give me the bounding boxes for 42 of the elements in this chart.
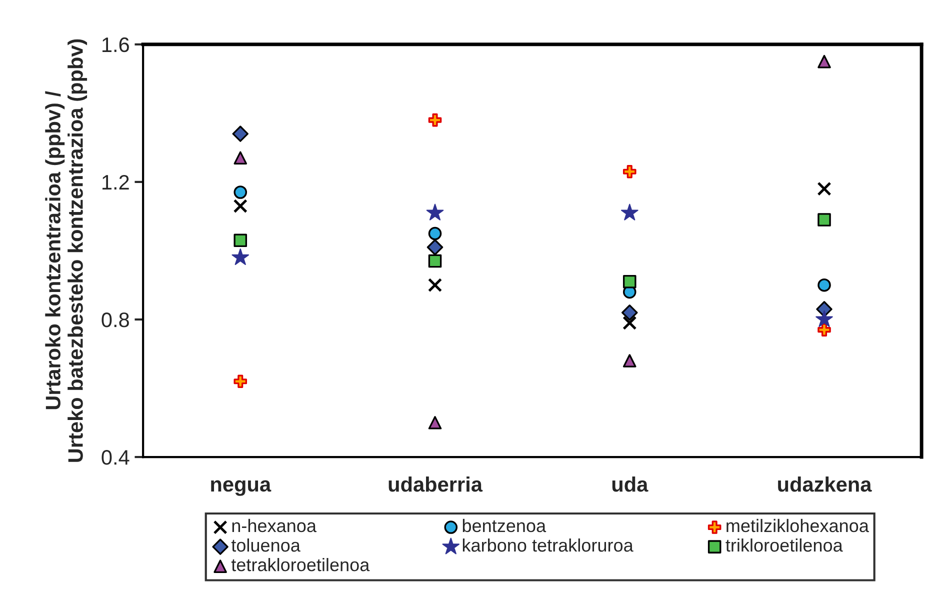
point	[818, 54, 831, 68]
point	[817, 182, 832, 196]
legend-label: karbono tetrakloruroa	[462, 538, 634, 552]
legend-label: metilziklohexanoa	[726, 518, 869, 532]
legend-label: trikloroetilenoa	[726, 538, 843, 552]
legend-label: toluenoa	[231, 538, 300, 552]
y-tick-label: 1.2	[102, 174, 129, 190]
point	[428, 254, 442, 268]
y-tick-label: 0.8	[102, 312, 129, 328]
point	[428, 278, 442, 292]
point	[622, 164, 636, 178]
point	[234, 234, 248, 248]
point	[816, 310, 833, 327]
point	[622, 275, 636, 288]
point	[428, 113, 442, 127]
point	[622, 354, 636, 368]
legend-label: tetrakloroetilenoa	[231, 558, 370, 572]
point	[232, 248, 250, 266]
point	[232, 126, 248, 142]
point	[620, 204, 638, 220]
y-tick-label: 1.6	[102, 37, 129, 52]
point	[426, 239, 444, 256]
x-tick-label: udazkena	[778, 476, 872, 492]
x-tick-label: negua	[211, 480, 272, 496]
x-tick-label: udaberria	[388, 476, 483, 492]
point	[234, 374, 248, 388]
point	[818, 323, 831, 336]
y-tick-label: 0.4	[102, 450, 130, 465]
x-tick-label: uda	[612, 476, 648, 492]
point	[234, 186, 248, 199]
legend-label: bentzenoa	[462, 518, 546, 532]
point	[818, 213, 831, 226]
legend-label: n-hexanoa	[232, 518, 316, 532]
point	[622, 304, 638, 321]
point	[818, 278, 831, 292]
point	[233, 198, 248, 214]
y-axis-title: Urtaroko kontzentrazioa (ppbv) / Urteko batezbesteko kontzentrazioa (ppbv)	[45, 39, 88, 462]
point	[234, 151, 248, 165]
point	[622, 316, 637, 330]
point	[428, 226, 442, 240]
point	[428, 416, 442, 430]
point	[426, 204, 444, 220]
